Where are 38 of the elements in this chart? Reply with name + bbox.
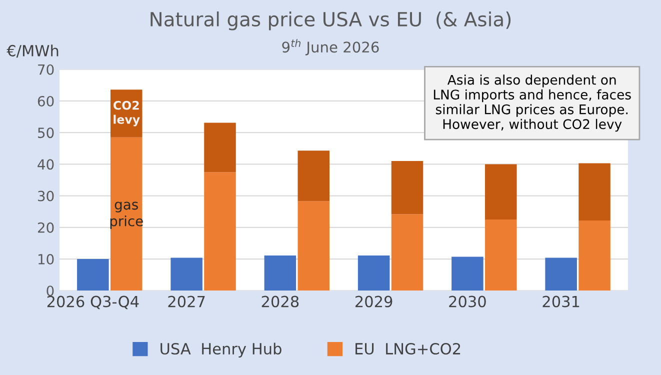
- annotation: Asia is also dependent on LNG imports and hence, faces similar LNG prices as Europe. However, without CO2 levy: [434, 74, 631, 132]
- x-tick-label: 2026 Q3-Q4: [47, 296, 139, 310]
- y-tick-label: 60: [38, 96, 54, 106]
- bar: [452, 256, 484, 291]
- legend-label: EU LNG+CO2: [356, 342, 460, 355]
- bar: [298, 201, 330, 291]
- bar: [391, 161, 424, 214]
- bar: [578, 163, 610, 220]
- bar: [204, 172, 236, 291]
- x-tick-label: 2031: [542, 296, 580, 308]
- bar: [545, 258, 577, 291]
- bar: [298, 150, 330, 202]
- x-tick-label: 2027: [168, 296, 205, 308]
- y-tick-label: 0: [46, 286, 54, 296]
- bar: [485, 220, 517, 291]
- bar: [578, 220, 610, 291]
- bar: [264, 256, 296, 291]
- chart-subtitle: 9$^{th}$ June 2026: [282, 39, 379, 56]
- chart-title: Natural gas price USA vs EU (& Asia): [150, 11, 511, 30]
- x-tick-label: 2030: [449, 296, 486, 308]
- y-tick-label: 20: [38, 222, 54, 233]
- bar: [77, 259, 109, 291]
- annotation: CO2 levy: [114, 100, 140, 126]
- y-axis-title: €/MWh: [6, 44, 58, 58]
- x-tick-label: 2028: [262, 296, 299, 308]
- bar: [358, 256, 390, 291]
- legend-label: USA Henry Hub: [160, 342, 282, 358]
- bar: [170, 258, 202, 291]
- y-tick-label: 50: [38, 128, 54, 138]
- bar: [204, 122, 236, 172]
- y-tick-label: 40: [38, 159, 54, 170]
- x-tick-label: 2029: [355, 296, 392, 308]
- y-tick-label: 70: [38, 64, 54, 75]
- bar: [110, 137, 142, 291]
- y-tick-label: 10: [38, 254, 54, 264]
- y-tick-label: 30: [38, 190, 54, 202]
- bar: [485, 164, 517, 220]
- bar: [391, 214, 424, 291]
